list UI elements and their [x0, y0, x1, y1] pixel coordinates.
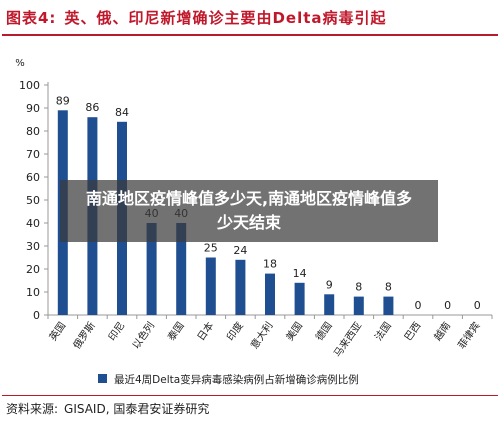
- data-label: 9: [326, 278, 333, 291]
- data-label: 0: [444, 299, 451, 312]
- y-tick-label: 70: [26, 148, 40, 161]
- category-label: 美国: [283, 319, 305, 343]
- bar: [324, 294, 335, 315]
- chart-title: 英、俄、印尼新增确诊主要由Delta病毒引起: [64, 8, 387, 27]
- category-label: 意大利: [248, 319, 276, 351]
- y-tick-label: 40: [26, 217, 40, 230]
- category-label: 越南: [431, 319, 453, 343]
- category-label: 以色列: [129, 319, 157, 351]
- category-label: 泰国: [165, 319, 187, 343]
- overlay-text: 南通地区疫情峰值多少天,南通地区疫情峰值多少天结束: [85, 189, 413, 232]
- y-unit-label: %: [15, 58, 25, 69]
- data-label: 89: [56, 94, 70, 107]
- chart-title-row: 图表4: 英、俄、印尼新增确诊主要由Delta病毒引起: [0, 0, 500, 34]
- data-label: 0: [474, 299, 481, 312]
- y-tick-label: 20: [26, 263, 40, 276]
- y-tick-label: 10: [26, 286, 40, 299]
- bar: [205, 257, 216, 315]
- data-label: 0: [415, 299, 422, 312]
- y-tick-label: 60: [26, 171, 40, 184]
- data-label: 8: [355, 281, 362, 294]
- bar: [176, 223, 187, 315]
- overlay-banner: 南通地区疫情峰值多少天,南通地区疫情峰值多少天结束: [60, 180, 438, 242]
- data-label: 8: [385, 281, 392, 294]
- category-label: 菲律宾: [455, 319, 483, 351]
- category-label: 日本: [194, 319, 216, 343]
- bar: [294, 282, 305, 315]
- bar: [235, 259, 246, 315]
- legend-label: 最近4周Delta变异病毒感染病例占新增确诊病例比例: [114, 373, 359, 386]
- y-tick-label: 80: [26, 125, 40, 138]
- legend-swatch: [98, 374, 107, 383]
- category-label: 马来西亚: [331, 320, 364, 360]
- data-label: 24: [233, 244, 247, 257]
- y-tick-label: 0: [33, 309, 40, 322]
- data-label: 14: [293, 267, 307, 280]
- figure-label: 图表4:: [6, 8, 57, 27]
- category-label: 巴西: [402, 320, 423, 343]
- category-label: 英国: [46, 319, 68, 343]
- data-label: 84: [115, 106, 129, 119]
- title-divider: [2, 34, 498, 36]
- category-label: 印度: [224, 319, 246, 343]
- bar: [353, 296, 364, 315]
- y-tick-label: 50: [26, 194, 40, 207]
- y-tick-label: 90: [26, 102, 40, 115]
- data-label: 18: [263, 258, 277, 271]
- category-label: 德国: [313, 319, 335, 343]
- bar: [383, 296, 394, 315]
- category-label: 法国: [372, 319, 394, 343]
- bar: [146, 223, 157, 315]
- source-note: 资料来源: GISAID, 国泰君安证券研究: [6, 400, 209, 417]
- source-text: GISAID, 国泰君安证券研究: [64, 402, 210, 416]
- bar: [265, 273, 275, 315]
- data-label: 86: [85, 101, 99, 114]
- category-label: 印尼: [106, 320, 127, 343]
- source-label: 资料来源:: [6, 402, 59, 416]
- footer-divider: [2, 395, 498, 396]
- data-label: 25: [204, 242, 218, 255]
- y-tick-label: 30: [26, 240, 40, 253]
- category-label: 俄罗斯: [70, 319, 98, 351]
- y-tick-label: 100: [19, 79, 40, 92]
